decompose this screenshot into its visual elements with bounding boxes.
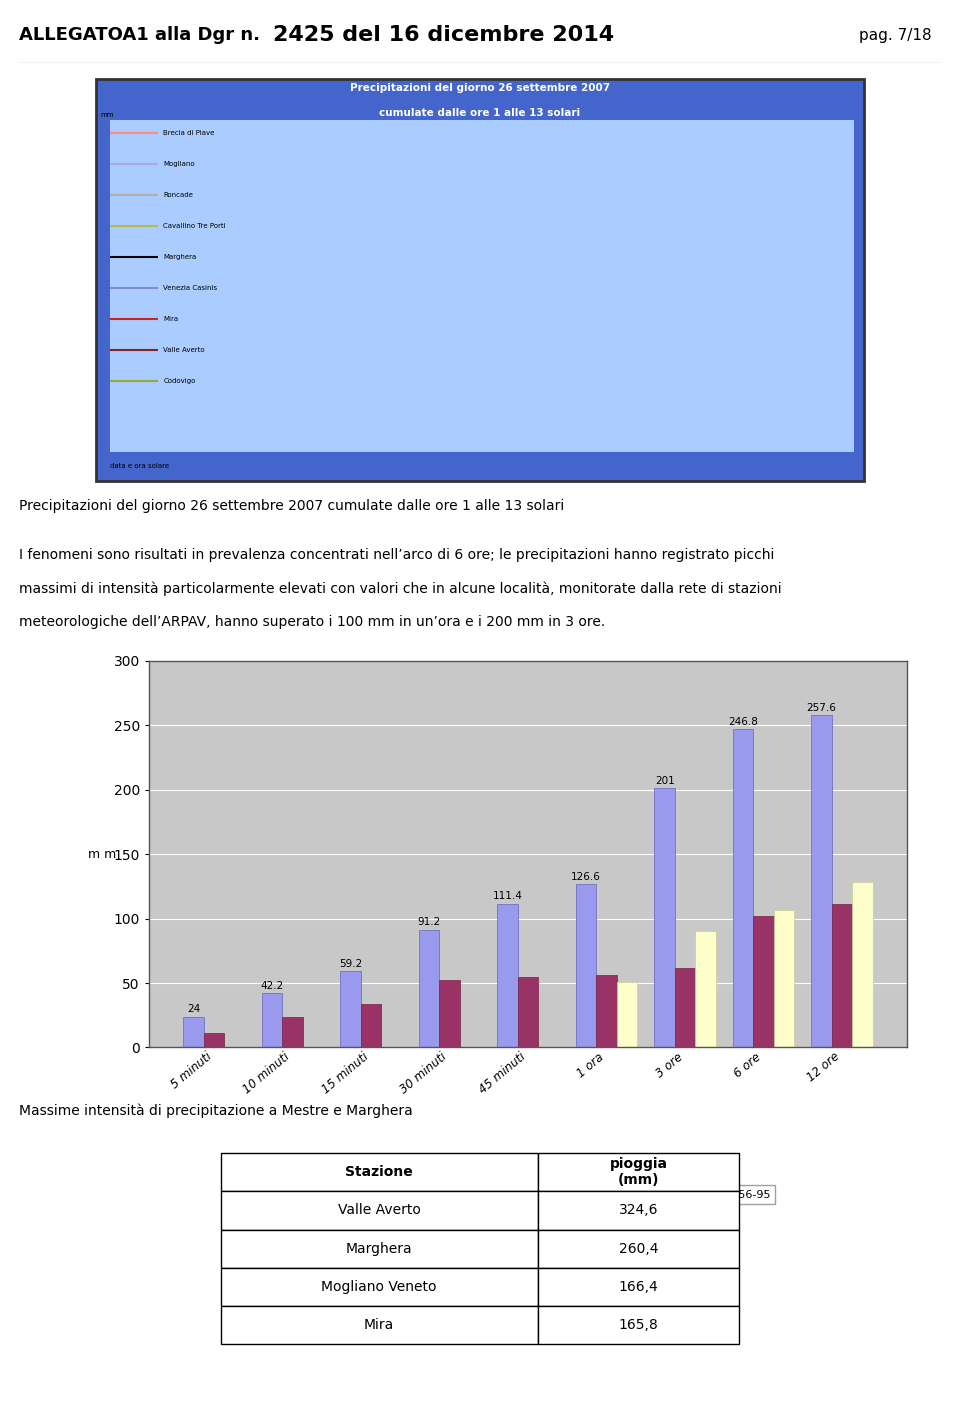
Bar [675, 967, 695, 1047]
Text: Mogliano Veneto: Mogliano Veneto [322, 1279, 437, 1294]
Text: 42.2: 42.2 [260, 980, 283, 990]
Text: Valle Averto: Valle Averto [338, 1204, 420, 1218]
Bar [221, 1306, 538, 1344]
Text: pag. 7/18: pag. 7/18 [859, 28, 931, 42]
Text: Venezia Casinis: Venezia Casinis [163, 285, 217, 291]
Text: 257.6: 257.6 [806, 703, 836, 713]
Bar [262, 993, 282, 1047]
Bar [832, 904, 852, 1047]
Bar [440, 980, 460, 1047]
Text: 91.2: 91.2 [418, 917, 441, 928]
Bar [811, 716, 832, 1047]
Text: Marghera: Marghera [163, 254, 197, 260]
Bar [221, 1229, 538, 1268]
Text: Brecia di Piave: Brecia di Piave [163, 129, 215, 135]
Text: 165,8: 165,8 [618, 1317, 659, 1331]
Bar [655, 789, 675, 1047]
Text: mm: mm [101, 112, 114, 118]
Text: meteorologiche dell’ARPAV, hanno superato i 100 mm in un’ora e i 200 mm in 3 ore: meteorologiche dell’ARPAV, hanno superat… [19, 616, 606, 630]
Text: 260,4: 260,4 [618, 1241, 659, 1256]
Text: Mogliano: Mogliano [163, 160, 195, 167]
Text: pioggia
(mm): pioggia (mm) [610, 1157, 667, 1188]
Text: 111.4: 111.4 [492, 891, 522, 901]
Text: ALLEGATOA1 alla Dgr n.: ALLEGATOA1 alla Dgr n. [19, 27, 273, 44]
Text: Mira: Mira [364, 1317, 395, 1331]
Text: 24: 24 [187, 1004, 200, 1014]
Text: Stazione: Stazione [346, 1166, 413, 1180]
FancyBboxPatch shape [96, 79, 864, 481]
Bar [183, 1017, 204, 1047]
Text: Roncade: Roncade [163, 191, 193, 198]
Bar [538, 1153, 739, 1191]
Text: 126.6: 126.6 [571, 872, 601, 882]
Text: I fenomeni sono risultati in prevalenza concentrati nell’arco di 6 ore; le preci: I fenomeni sono risultati in prevalenza … [19, 548, 775, 562]
Bar [517, 977, 539, 1047]
Text: massimi di intensità particolarmente elevati con valori che in alcune località, : massimi di intensità particolarmente ele… [19, 582, 781, 596]
Text: 2425 del 16 dicembre 2014: 2425 del 16 dicembre 2014 [273, 25, 613, 45]
Bar [497, 904, 517, 1047]
Bar [538, 1306, 739, 1344]
Text: Marghera: Marghera [346, 1241, 413, 1256]
Bar [538, 1268, 739, 1306]
Text: Precipitazioni del giorno 26 settembre 2007: Precipitazioni del giorno 26 settembre 2… [350, 83, 610, 93]
Text: 246.8: 246.8 [729, 717, 758, 727]
Bar [695, 931, 715, 1047]
Bar [204, 1033, 224, 1047]
Bar [576, 884, 596, 1047]
Bar [221, 1153, 538, 1191]
Bar [596, 976, 616, 1047]
Text: data e ora solare: data e ora solare [110, 464, 170, 470]
Bar [361, 1004, 381, 1047]
Bar [419, 929, 440, 1047]
FancyBboxPatch shape [110, 120, 854, 451]
Bar [221, 1191, 538, 1229]
Y-axis label: m m: m m [88, 848, 116, 860]
Bar [221, 1268, 538, 1306]
Bar [616, 981, 637, 1047]
Text: 201: 201 [655, 776, 675, 786]
Legend: Mestre-Marghera 26 sett 2007, Mestre* max 1992-2006, Mestre SIMN '56-95: Mestre-Marghera 26 sett 2007, Mestre* ma… [281, 1185, 775, 1205]
Text: Valle Averto: Valle Averto [163, 347, 204, 353]
Bar [282, 1017, 302, 1047]
Text: Mira: Mira [163, 316, 179, 322]
Text: Codovigo: Codovigo [163, 378, 196, 384]
Bar [538, 1229, 739, 1268]
Text: 324,6: 324,6 [618, 1204, 659, 1218]
Text: Cavallino Tre Porti: Cavallino Tre Porti [163, 222, 226, 229]
Text: cumulate dalle ore 1 alle 13 solari: cumulate dalle ore 1 alle 13 solari [379, 108, 581, 118]
Bar [341, 972, 361, 1047]
Bar [754, 917, 774, 1047]
Text: Massime intensità di precipitazione a Mestre e Marghera: Massime intensità di precipitazione a Me… [19, 1104, 413, 1118]
Bar [538, 1191, 739, 1229]
Text: 166,4: 166,4 [618, 1279, 659, 1294]
Text: Precipitazioni del giorno 26 settembre 2007 cumulate dalle ore 1 alle 13 solari: Precipitazioni del giorno 26 settembre 2… [19, 499, 564, 513]
Bar [732, 730, 754, 1047]
Text: 59.2: 59.2 [339, 959, 362, 969]
Bar [774, 910, 794, 1047]
Bar [852, 883, 873, 1047]
